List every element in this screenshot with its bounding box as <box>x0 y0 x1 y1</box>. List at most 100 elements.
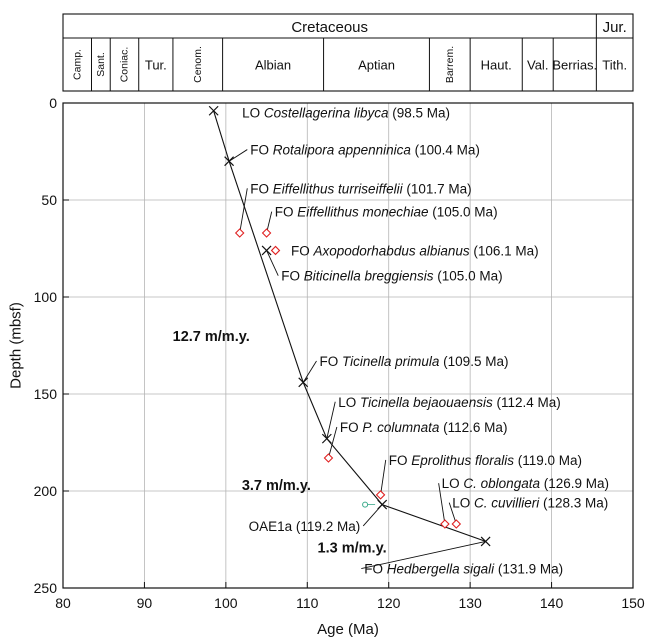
datum-label-taxon: Rotalipora appenninica <box>273 143 412 158</box>
stratigraphy-header: Cretaceous Jur. Camp. Sant. Coniac. Tur. Cenom… <box>62 13 634 92</box>
period-label: Jur. <box>603 19 627 36</box>
datum-label-prefix: LO <box>242 106 264 121</box>
datum-label-taxon: Biticinella breggiensis <box>304 269 434 284</box>
leader-line <box>380 459 387 495</box>
datum-labels: LO Costellagerina libyca (98.5 Ma) FO Rot… <box>242 106 609 577</box>
cross-stroke <box>224 156 235 167</box>
cross-stroke <box>298 377 309 388</box>
y-axis-ticks: 0 50 100 150 200 250 <box>34 95 69 596</box>
cross-marker <box>480 536 491 547</box>
leader-line <box>438 483 446 525</box>
rate-label: 3.7 m/m.y. <box>242 478 311 494</box>
x-axis-label: Age (Ma) <box>317 621 379 638</box>
stage-label: Val. <box>527 58 548 73</box>
x-tick-label: 80 <box>55 595 71 611</box>
y-tick-label: 250 <box>34 580 58 596</box>
period-label: Cretaceous <box>291 19 368 36</box>
leader-line <box>239 188 248 234</box>
x-tick-label: 120 <box>377 595 401 611</box>
datum-label-age: (105.0 Ma) <box>429 205 498 220</box>
datum-label-prefix: FO <box>275 205 298 220</box>
diamond-marker <box>451 519 462 529</box>
datum-label: LO C. oblongata (126.9 Ma) <box>442 476 609 491</box>
datum-label-taxon: Eiffellithus monechiae <box>297 205 428 220</box>
cross-marker <box>377 499 388 510</box>
diamond-marker <box>323 453 334 463</box>
datum-label: LO Costellagerina libyca (98.5 Ma) <box>242 106 450 121</box>
cross-marker <box>321 433 332 444</box>
datum-label-prefix: LO <box>338 395 360 410</box>
cross-marker <box>261 245 272 256</box>
datum-label: LO C. cuvillieri (128.3 Ma) <box>452 496 608 511</box>
datum-label-prefix: LO <box>442 476 464 491</box>
leader-line <box>326 401 336 439</box>
datum-label-age: (109.5 Ma) <box>439 354 508 369</box>
datum-label-taxon: OAE1a <box>249 519 293 534</box>
leader-line <box>328 426 338 459</box>
circle-marker <box>362 501 369 508</box>
stage-label: Albian <box>255 58 291 73</box>
datum-label-age: (106.1 Ma) <box>470 243 539 258</box>
leader-line <box>361 541 486 570</box>
datum-label-age: (105.0 Ma) <box>434 269 503 284</box>
plot-frame <box>62 102 634 589</box>
cross-stroke <box>261 245 272 256</box>
cross-stroke <box>377 499 388 510</box>
datum-label: FO Ticinella primula (109.5 Ma) <box>320 354 509 369</box>
datum-label-age: (98.5 Ma) <box>388 106 450 121</box>
y-tick-label: 0 <box>49 95 57 111</box>
diamond-marker <box>440 519 450 529</box>
datum-label: FO P. columnata (112.6 Ma) <box>340 420 508 435</box>
cross-stroke <box>480 536 491 547</box>
x-tick-label: 140 <box>540 595 564 611</box>
stage-label: Berrias. <box>552 58 597 73</box>
y-tick-label: 150 <box>34 386 58 402</box>
stage-label: Aptian <box>358 58 395 73</box>
datum-label: FO Eiffellithus monechiae (105.0 Ma) <box>275 205 498 220</box>
diamond-marker <box>234 228 245 238</box>
datum-label-prefix: FO <box>281 269 304 284</box>
datum-label-age: (112.4 Ma) <box>493 395 561 410</box>
datum-label-taxon: Eiffellithus turriseiffelii <box>273 181 404 196</box>
stage-label: Tur. <box>145 58 167 73</box>
cross-marker <box>224 156 235 167</box>
datum-label-taxon: Hedbergella sigali <box>387 562 495 577</box>
leader-line <box>228 149 248 162</box>
stage-label: Sant. <box>95 52 107 77</box>
datum-label-prefix: FO <box>389 453 412 468</box>
stage-label: Coniac. <box>118 47 130 83</box>
datum-label-prefix: FO <box>364 562 387 577</box>
y-tick-label: 200 <box>34 483 58 499</box>
cross-marker <box>298 377 309 388</box>
datum-label-prefix: LO <box>452 496 474 511</box>
leader-line <box>266 250 279 276</box>
y-tick-label: 50 <box>41 192 57 208</box>
datum-label-prefix: FO <box>320 354 343 369</box>
datum-label: FO Axopodorhabdus albianus (106.1 Ma) <box>291 243 539 258</box>
datum-label-prefix: FO <box>250 181 272 196</box>
datum-label-prefix: FO <box>250 143 272 158</box>
x-tick-label: 100 <box>214 595 238 611</box>
datum-label-age: (119.2 Ma) <box>292 519 360 534</box>
datum-label-age: (100.4 Ma) <box>411 143 480 158</box>
datum-label-taxon: Ticinella primula <box>342 354 440 369</box>
datum-markers <box>208 105 491 547</box>
header-frame <box>62 13 634 92</box>
stage-label: Cenom. <box>192 46 204 83</box>
cross-stroke <box>208 105 219 116</box>
x-tick-label: 130 <box>458 595 482 611</box>
datum-label-taxon: P. columnata <box>362 420 440 435</box>
stage-label: Tith. <box>602 58 627 73</box>
diamond-marker <box>261 228 272 238</box>
datum-label-taxon: Eprolithus floralis <box>411 453 514 468</box>
datum-label: OAE1a (119.2 Ma) <box>249 519 361 534</box>
datum-label-age: (101.7 Ma) <box>403 181 472 196</box>
cross-stroke <box>321 433 332 444</box>
datum-label-taxon: C. oblongata <box>463 476 540 491</box>
x-tick-label: 110 <box>296 595 319 611</box>
x-axis-ticks: 80 90 100 110 120 130 140 150 <box>55 582 645 611</box>
grid-lines <box>63 103 633 588</box>
leader-line <box>302 360 317 383</box>
datum-label-prefix: FO <box>340 420 363 435</box>
